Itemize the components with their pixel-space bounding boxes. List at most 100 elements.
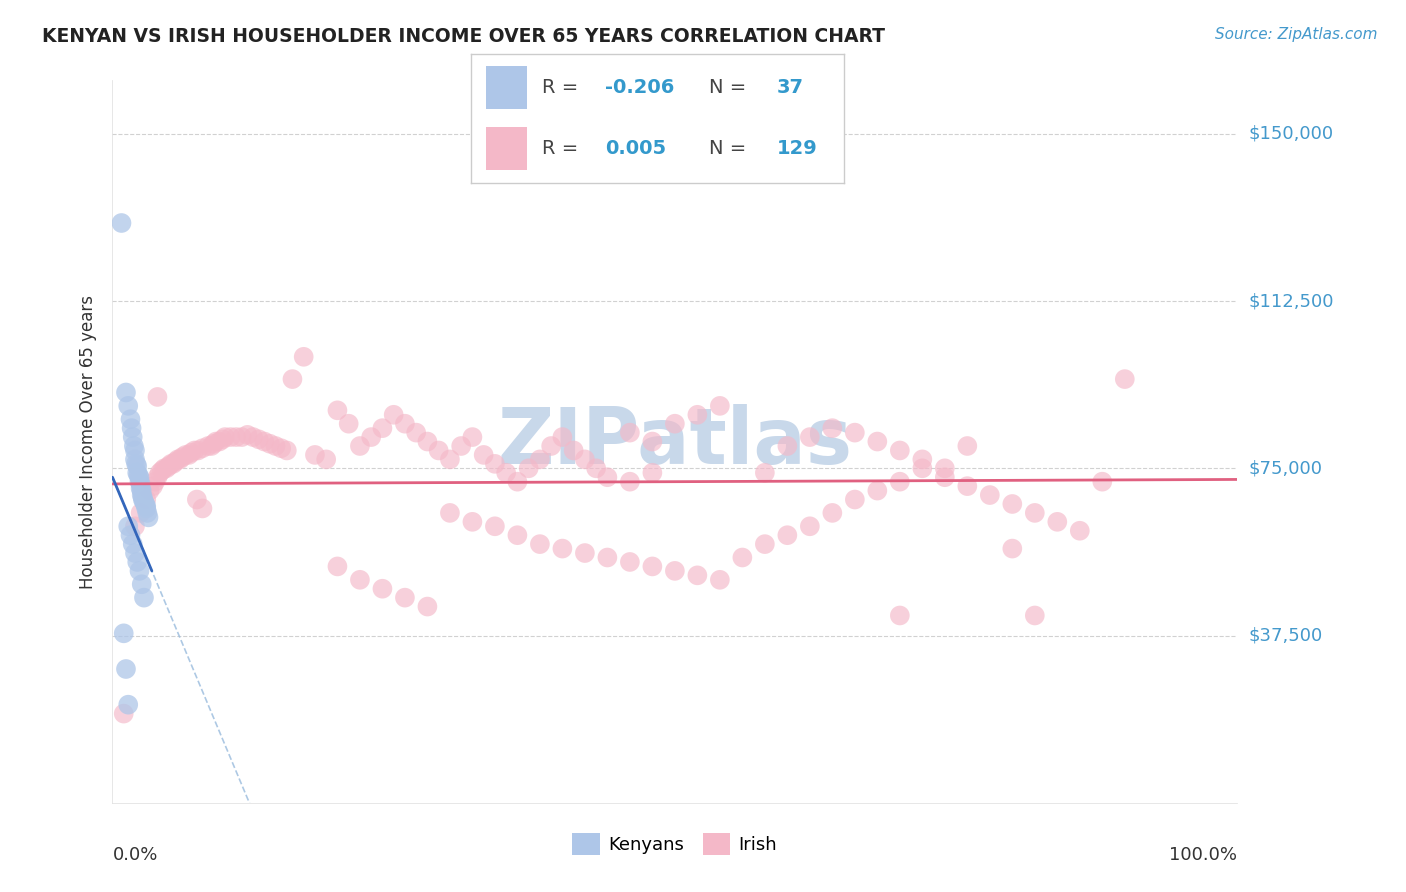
Point [132,591,155,605]
Point [934,470,956,484]
Point [138,510,160,524]
Point [889,443,911,458]
Point [349,439,371,453]
Point [136,506,159,520]
Point [162,457,184,471]
Point [225,430,247,444]
Point [934,461,956,475]
Point [1114,372,1136,386]
Point [517,461,540,475]
Point [132,494,155,508]
Point [153,461,176,475]
Text: 129: 129 [776,139,817,158]
Text: N =: N = [710,139,754,158]
Point [427,443,450,458]
Point [461,430,484,444]
Point [641,434,664,449]
Point [371,582,394,596]
Text: 37: 37 [776,78,804,97]
Point [132,492,155,507]
Point [132,490,155,504]
Point [709,573,731,587]
Point [124,443,146,458]
Text: 0.0%: 0.0% [112,847,157,864]
Point [166,452,188,467]
Text: R =: R = [541,78,585,97]
Point [117,519,139,533]
Point [1024,506,1046,520]
Point [416,599,439,614]
Point [180,446,202,460]
Point [143,475,166,489]
Point [146,390,169,404]
Point [231,430,253,444]
Text: Source: ZipAtlas.com: Source: ZipAtlas.com [1215,27,1378,42]
Point [142,479,165,493]
Text: N =: N = [710,78,754,97]
Point [208,434,231,449]
Point [394,591,416,605]
Point [1091,475,1114,489]
Point [844,425,866,440]
Point [131,488,153,502]
Point [495,466,517,480]
Point [664,417,686,431]
Point [360,430,382,444]
Point [349,573,371,587]
Point [138,483,160,498]
Point [551,541,574,556]
Point [641,466,664,480]
Point [821,421,844,435]
Point [200,439,222,453]
Point [574,546,596,560]
Point [1069,524,1091,538]
Point [1001,497,1024,511]
Point [177,448,200,462]
Point [776,439,799,453]
Text: 0.005: 0.005 [605,139,666,158]
Point [205,434,228,449]
Point [472,448,495,462]
Point [128,470,150,484]
Point [911,461,934,475]
Point [889,608,911,623]
Point [821,506,844,520]
Point [731,550,754,565]
Point [450,439,472,453]
Point [619,555,641,569]
Point [120,412,142,426]
Point [664,564,686,578]
Point [416,434,439,449]
Point [562,443,585,458]
Point [157,458,180,473]
Bar [486,128,527,170]
Bar [486,67,527,109]
Point [131,577,153,591]
Point [292,350,315,364]
Point [574,452,596,467]
Point [219,430,242,444]
Point [127,458,149,473]
Text: $75,000: $75,000 [1249,459,1323,477]
Point [129,476,152,491]
Point [844,492,866,507]
Point [619,475,641,489]
Point [169,452,191,467]
Y-axis label: Householder Income Over 65 years: Householder Income Over 65 years [79,294,97,589]
Point [506,475,529,489]
Point [160,457,183,471]
Point [979,488,1001,502]
Point [754,466,776,480]
Text: KENYAN VS IRISH HOUSEHOLDER INCOME OVER 65 YEARS CORRELATION CHART: KENYAN VS IRISH HOUSEHOLDER INCOME OVER … [42,27,886,45]
Point [127,467,149,482]
Point [115,385,138,400]
Text: $150,000: $150,000 [1249,125,1333,143]
Point [1024,608,1046,623]
Point [117,399,139,413]
Text: R =: R = [541,139,585,158]
Point [121,430,143,444]
Point [337,417,360,431]
Point [253,434,276,449]
Point [529,452,551,467]
Point [124,546,146,560]
